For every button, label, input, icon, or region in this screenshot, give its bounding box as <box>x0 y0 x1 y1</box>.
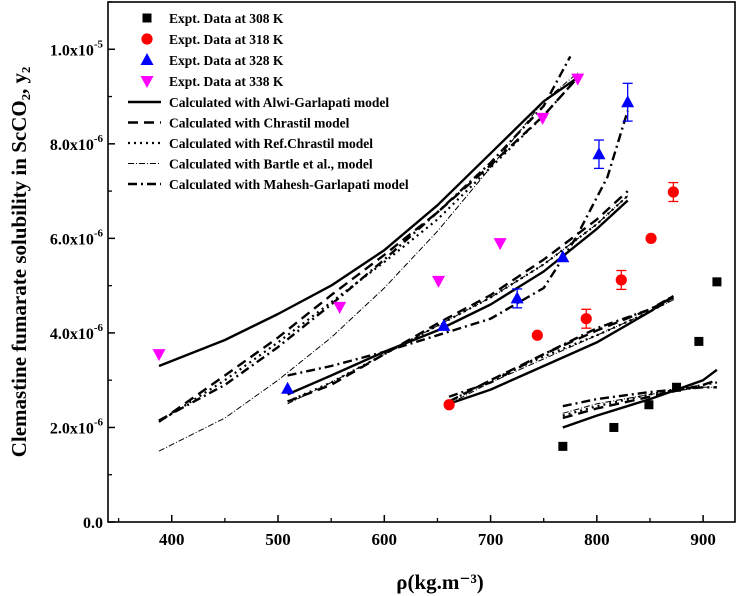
y-tick-label: 1.0x10-5 <box>50 38 104 59</box>
x-tick-label: 900 <box>690 530 716 549</box>
x-tick-label: 600 <box>372 530 398 549</box>
legend-label: Calculated with Chrastil model <box>169 116 350 131</box>
y-tick-exponent: -6 <box>94 133 104 145</box>
plot-area <box>107 1 736 523</box>
data-point <box>644 400 654 410</box>
x-axis: 400 500 600 700 800 900 <box>117 515 716 549</box>
data-point <box>609 422 619 432</box>
x-tick-label: 700 <box>478 530 504 549</box>
y-tick-exponent: -5 <box>94 38 104 50</box>
y-tick-label: 6.0x10-6 <box>50 227 104 248</box>
data-point <box>510 291 524 304</box>
data-point <box>333 301 347 314</box>
y-tick-exponent: -6 <box>94 416 104 428</box>
model-curve <box>287 199 629 396</box>
model-curve <box>158 72 579 452</box>
data-point <box>667 186 679 198</box>
y-tick-exponent: -6 <box>94 227 104 239</box>
model-curve <box>158 55 572 422</box>
y-axis: 0.0 2.0x10-6 4.0x10-6 6.0x10-6 8.0x10-6 1.0x1… <box>50 1 115 532</box>
legend: Expt. Data at 308 K Expt. Data at 318 K Ex… <box>128 11 409 192</box>
model-curves <box>158 55 718 452</box>
model-curve <box>287 190 629 403</box>
legend-label: Expt. Data at 308 K <box>169 11 284 26</box>
legend-label: Calculated with Alwi-Garlapati model <box>169 95 389 110</box>
y-tick-exponent: -6 <box>94 322 104 334</box>
data-point <box>531 329 543 341</box>
model-curve <box>448 297 674 403</box>
model-curve <box>562 368 718 429</box>
data-point <box>493 238 507 251</box>
data-point <box>536 112 550 125</box>
legend-marker <box>140 53 154 65</box>
data-point <box>615 274 627 286</box>
y-tick-label: 8.0x10-6 <box>50 133 104 154</box>
model-curve <box>448 299 674 405</box>
data-point <box>672 382 682 392</box>
model-curve <box>448 296 674 403</box>
legend-label: Expt. Data at 328 K <box>169 53 284 68</box>
legend-marker <box>142 13 152 23</box>
data-point <box>556 250 570 263</box>
model-curve <box>287 195 629 405</box>
data-point <box>694 336 704 346</box>
legend-label: Calculated with Mahesh-Garlapati model <box>169 177 409 192</box>
y-axis-label: Clemastine fumarate solubility in ScCO₂,… <box>7 67 31 458</box>
model-curve <box>287 110 629 377</box>
x-tick-label: 500 <box>265 530 291 549</box>
data-point <box>558 441 568 451</box>
x-axis-label: ρ(kg.m⁻³) <box>396 570 484 594</box>
data-point <box>437 318 451 331</box>
legend-marker <box>141 33 153 45</box>
legend-label: Expt. Data at 318 K <box>169 32 284 47</box>
model-curve <box>562 379 718 420</box>
model-curve <box>158 76 579 423</box>
data-point <box>432 275 446 288</box>
model-curve <box>562 386 717 408</box>
legend-label: Calculated with Ref.Chrastil model <box>169 136 373 151</box>
data-point <box>645 232 657 244</box>
data-point <box>152 349 166 362</box>
data-point <box>580 313 592 325</box>
legend-marker <box>140 76 154 88</box>
legend-label: Calculated with Bartle et al., model <box>169 157 373 172</box>
data-markers <box>152 73 722 451</box>
data-point <box>443 399 455 411</box>
data-point <box>592 147 606 160</box>
y-tick-label: 0.0 <box>83 515 103 532</box>
legend-label: Expt. Data at 338 K <box>169 74 284 89</box>
model-curve <box>448 295 675 405</box>
x-tick-label: 400 <box>159 530 185 549</box>
error-bars <box>512 82 679 329</box>
data-point <box>712 277 722 287</box>
plot-frame <box>107 1 736 523</box>
y-tick-label: 4.0x10-6 <box>50 322 104 343</box>
x-tick-label: 800 <box>584 530 610 549</box>
data-point <box>281 381 295 394</box>
y-tick-label: 2.0x10-6 <box>50 416 104 437</box>
data-point <box>621 95 635 108</box>
model-curve <box>448 294 674 398</box>
model-curve <box>158 76 579 368</box>
data-point <box>571 73 585 86</box>
